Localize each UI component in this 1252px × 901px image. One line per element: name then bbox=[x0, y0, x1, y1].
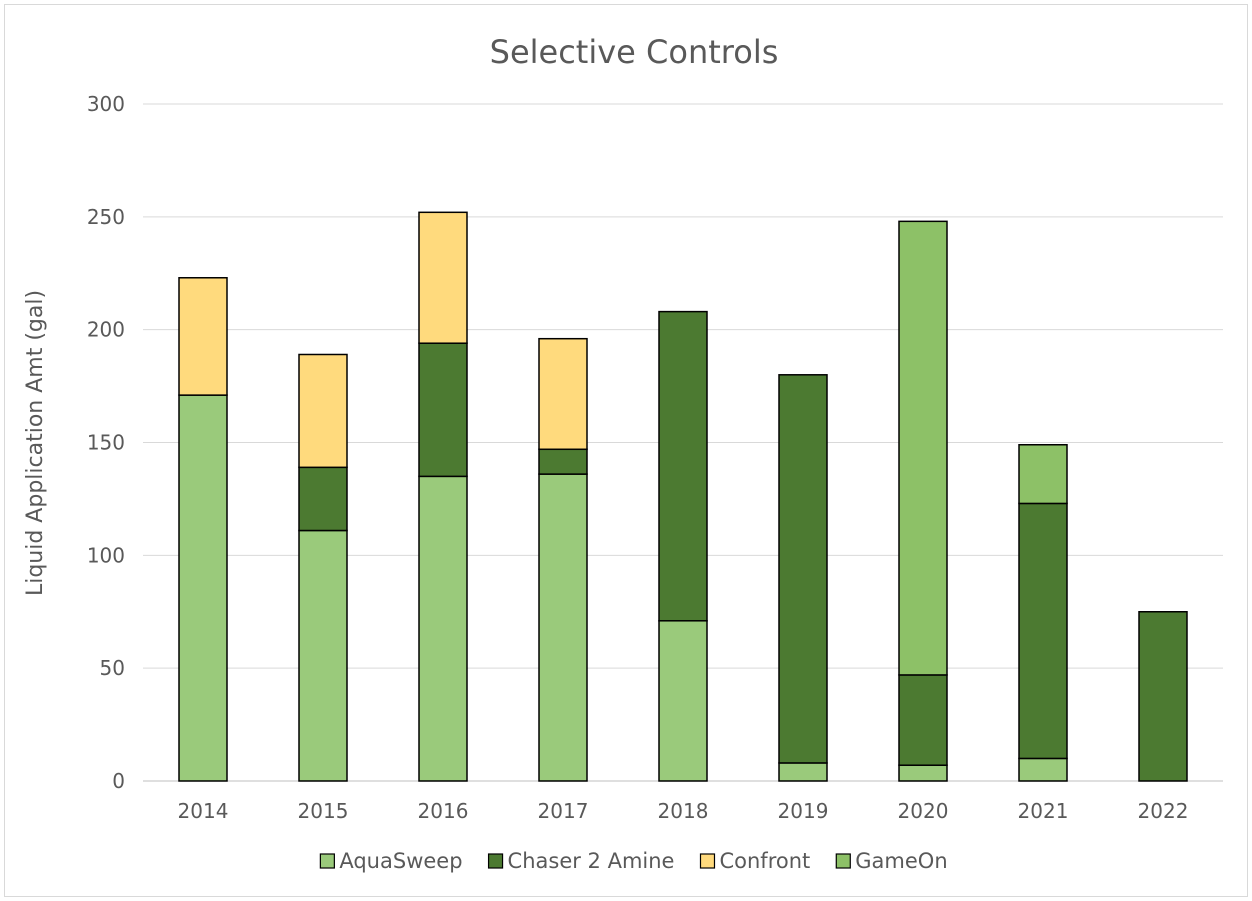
bar-segment-confront bbox=[178, 277, 228, 396]
y-axis-title: Liquid Application Amt (gal) bbox=[23, 290, 48, 596]
bar-segment-gameon bbox=[898, 220, 948, 676]
bar-segment-chaser-2-amine bbox=[538, 448, 588, 475]
legend: AquaSweep Chaser 2 Amine Confront GameOn bbox=[319, 849, 948, 873]
legend-swatch bbox=[319, 853, 335, 869]
x-tick-labels: 2014 2015 2016 2017 2018 2019 2020 2021 2022 bbox=[178, 799, 1189, 823]
y-tick-label: 100 bbox=[87, 543, 125, 567]
bar-segment-aquasweep bbox=[898, 764, 948, 782]
legend-swatch bbox=[699, 853, 716, 869]
bar-segment-aquasweep bbox=[658, 620, 708, 782]
y-tick-label: 150 bbox=[87, 431, 125, 455]
chart-title: Selective Controls bbox=[490, 33, 779, 71]
bars bbox=[178, 211, 1188, 782]
bar-segment-confront bbox=[538, 337, 588, 451]
y-tick-label: 250 bbox=[87, 205, 125, 229]
y-tick-label: 200 bbox=[87, 318, 125, 342]
x-tick-label: 2021 bbox=[1018, 799, 1069, 823]
x-tick-label: 2016 bbox=[418, 799, 469, 823]
bar-segment-aquasweep bbox=[178, 394, 228, 782]
bar-segment-confront bbox=[298, 353, 348, 469]
legend-label: AquaSweep bbox=[339, 849, 462, 873]
bar-segment-chaser-2-amine bbox=[1138, 611, 1188, 782]
y-tick-label: 300 bbox=[87, 92, 125, 116]
bar-segment-chaser-2-amine bbox=[298, 466, 348, 532]
bar-segment-gameon bbox=[1018, 444, 1068, 505]
legend-swatch bbox=[835, 853, 851, 869]
bar-segment-aquasweep bbox=[418, 475, 468, 782]
y-tick-labels: 0 50 100 150 200 250 300 bbox=[87, 92, 125, 793]
x-tick-label: 2019 bbox=[778, 799, 829, 823]
bar-segment-aquasweep bbox=[298, 529, 348, 782]
bar-segment-confront bbox=[418, 211, 468, 344]
bar-segment-aquasweep bbox=[538, 473, 588, 782]
x-tick-label: 2017 bbox=[538, 799, 589, 823]
bar-segment-chaser-2-amine bbox=[658, 310, 708, 622]
legend-label: Confront bbox=[719, 849, 810, 873]
legend-label: Chaser 2 Amine bbox=[508, 849, 675, 873]
legend-label: GameOn bbox=[855, 849, 947, 873]
bar-segment-aquasweep bbox=[1018, 757, 1068, 782]
legend-swatch bbox=[487, 853, 504, 869]
bar-segment-chaser-2-amine bbox=[418, 342, 468, 478]
y-tick-label: 50 bbox=[100, 656, 125, 680]
x-tick-label: 2022 bbox=[1138, 799, 1189, 823]
y-tick-label: 0 bbox=[112, 769, 125, 793]
x-tick-label: 2015 bbox=[298, 799, 349, 823]
x-tick-label: 2014 bbox=[178, 799, 229, 823]
bar-segment-chaser-2-amine bbox=[778, 374, 828, 764]
bar-segment-chaser-2-amine bbox=[898, 674, 948, 766]
bar-segment-aquasweep bbox=[778, 762, 828, 782]
bar-segment-chaser-2-amine bbox=[1018, 502, 1068, 760]
x-tick-label: 2020 bbox=[898, 799, 949, 823]
x-tick-label: 2018 bbox=[658, 799, 709, 823]
